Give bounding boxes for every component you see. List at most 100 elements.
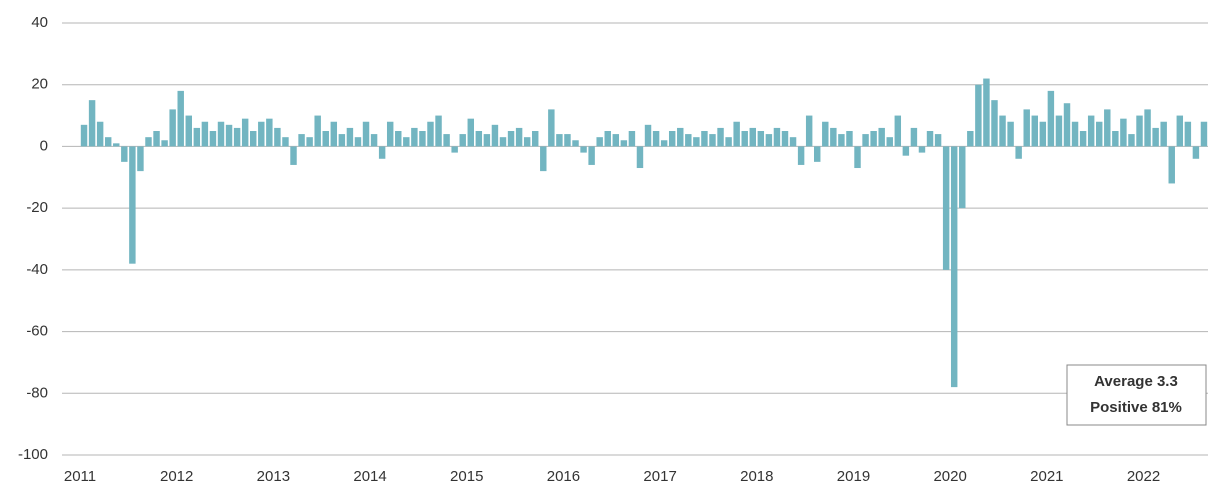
bar — [781, 131, 789, 147]
bar — [934, 134, 942, 147]
x-tick-label: 2018 — [740, 468, 773, 485]
bar — [830, 127, 837, 147]
x-tick-label: 2020 — [933, 468, 966, 485]
bar — [548, 109, 555, 147]
bar — [370, 134, 378, 147]
bar — [177, 90, 184, 147]
bar — [475, 131, 483, 147]
bar — [258, 121, 265, 147]
bar — [1055, 115, 1063, 147]
bar — [814, 146, 821, 162]
bar — [1007, 121, 1014, 147]
bar — [733, 121, 740, 147]
bar — [153, 131, 160, 147]
y-tick-label: -20 — [26, 199, 48, 216]
bar — [580, 146, 587, 153]
x-tick-label: 2014 — [353, 468, 386, 485]
bar — [1071, 121, 1079, 147]
bar — [983, 78, 990, 147]
bar — [1176, 115, 1184, 147]
x-tick-label: 2022 — [1127, 468, 1160, 485]
bar — [822, 121, 829, 147]
bar — [725, 137, 732, 147]
bar — [854, 146, 861, 169]
x-tick-label: 2016 — [547, 468, 580, 485]
bar — [805, 115, 813, 147]
bar — [169, 109, 176, 147]
bar — [491, 124, 499, 147]
bar — [499, 137, 507, 147]
x-tick-label: 2021 — [1030, 468, 1063, 485]
bar — [620, 140, 628, 147]
x-tick-label: 2017 — [643, 468, 676, 485]
bar — [1112, 131, 1119, 147]
bar — [797, 146, 805, 165]
bar — [145, 137, 152, 147]
bar — [96, 121, 104, 147]
bar — [338, 134, 346, 147]
annotation-box — [1066, 364, 1207, 426]
bar — [362, 121, 370, 147]
bar — [467, 118, 474, 147]
bar — [838, 134, 845, 147]
x-tick-label: 2011 — [64, 468, 96, 485]
bar — [386, 121, 394, 147]
bar — [773, 127, 781, 147]
bar — [862, 134, 869, 147]
bar — [233, 127, 241, 147]
bar — [765, 134, 773, 147]
bar — [644, 124, 652, 147]
bar — [161, 140, 168, 147]
bar — [459, 134, 466, 147]
bar — [612, 134, 620, 147]
bar — [564, 134, 571, 147]
bar — [652, 131, 660, 147]
y-tick-label: -80 — [26, 384, 48, 401]
bar — [1128, 134, 1135, 147]
bar — [999, 115, 1006, 147]
y-tick-label: -60 — [26, 323, 48, 340]
bar — [217, 121, 225, 147]
bar — [717, 127, 724, 147]
bar — [701, 131, 708, 147]
bar — [556, 134, 563, 147]
bar — [193, 127, 201, 147]
y-tick-label: 40 — [31, 14, 48, 31]
bar — [330, 121, 338, 147]
bar — [677, 127, 684, 147]
bar — [757, 131, 765, 147]
bar — [991, 100, 998, 147]
bar — [290, 146, 297, 165]
bar — [685, 134, 692, 147]
bar — [250, 131, 257, 147]
bar — [1039, 121, 1047, 147]
y-tick-label: -100 — [18, 446, 48, 463]
bar — [1192, 146, 1200, 159]
bar — [967, 131, 974, 147]
bar — [113, 143, 120, 147]
bar — [523, 137, 531, 147]
bar — [225, 124, 233, 147]
bar — [1015, 146, 1022, 159]
bar — [1031, 115, 1038, 147]
bar — [886, 137, 893, 147]
bar — [451, 146, 458, 153]
bar — [1104, 109, 1111, 147]
y-tick-label: 0 — [40, 137, 48, 154]
bar — [403, 137, 410, 147]
bar — [201, 121, 209, 147]
bar — [959, 146, 966, 209]
bar — [314, 115, 321, 147]
annotation: Positive 81% — [1090, 399, 1182, 416]
x-tick-label: 2012 — [160, 468, 193, 485]
bar — [209, 131, 217, 147]
bar — [910, 127, 918, 147]
bar — [1047, 90, 1055, 147]
bar — [515, 127, 523, 147]
bar — [88, 100, 96, 147]
bar — [894, 115, 902, 147]
bar — [137, 146, 144, 172]
bar — [572, 140, 579, 147]
bar — [411, 127, 418, 147]
